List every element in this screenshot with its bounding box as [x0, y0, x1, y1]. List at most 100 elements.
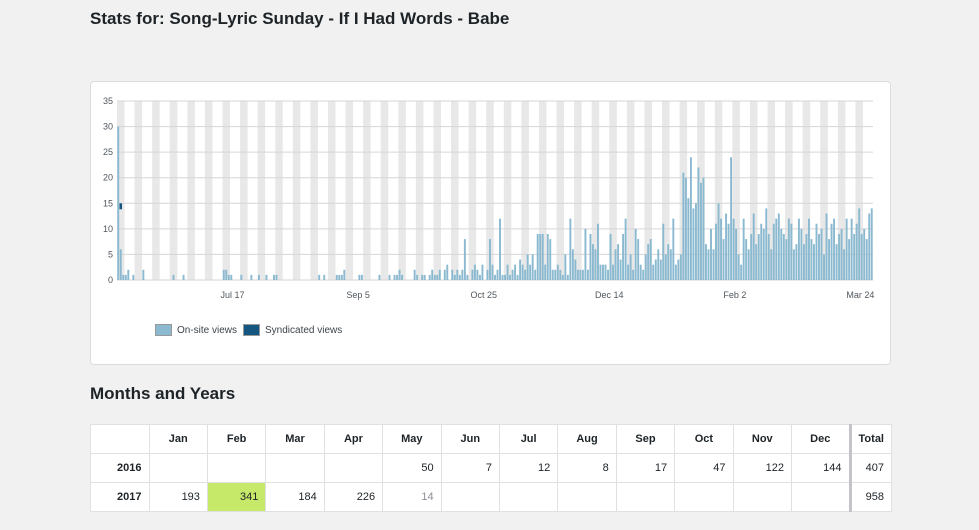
bar — [566, 274, 569, 280]
bar — [707, 249, 710, 280]
bar — [240, 274, 243, 280]
bar — [818, 233, 820, 280]
bar — [340, 274, 343, 280]
bar — [491, 264, 494, 280]
bar — [602, 264, 604, 280]
bar — [393, 274, 396, 280]
bar — [335, 274, 338, 280]
chart-stripe — [538, 101, 547, 280]
bar — [664, 254, 667, 280]
bar — [659, 259, 662, 280]
bar — [684, 177, 687, 280]
month-header: May — [382, 424, 442, 454]
bar — [795, 244, 798, 280]
bar — [725, 213, 728, 280]
x-tick-label: Oct 25 — [470, 290, 497, 300]
month-value-cell: 7 — [440, 453, 500, 483]
month-value-cell: 184 — [265, 482, 325, 512]
bar — [428, 274, 431, 280]
bar — [559, 269, 562, 280]
bar — [574, 259, 577, 280]
bar — [556, 264, 559, 280]
bar — [770, 249, 773, 280]
bar — [478, 274, 481, 280]
bar — [732, 218, 735, 280]
month-header: Feb — [206, 424, 267, 454]
bar — [504, 274, 507, 280]
bar — [737, 254, 740, 280]
best-month-cell: 341 — [206, 482, 267, 512]
bar — [750, 233, 753, 280]
month-header: Mar — [265, 424, 325, 454]
y-tick-label: 15 — [103, 198, 113, 208]
x-tick-label: Mar 24 — [846, 290, 874, 300]
month-value-cell — [732, 482, 792, 512]
bar — [549, 239, 552, 280]
bar — [612, 264, 615, 280]
bar — [802, 244, 805, 280]
bar — [227, 274, 230, 280]
bar — [489, 239, 491, 280]
bar — [569, 218, 572, 280]
legend-item-syndicated[interactable]: Syndicated views — [243, 324, 342, 336]
chart-stripe — [855, 101, 863, 280]
chart-stripe — [802, 101, 811, 280]
month-header: Nov — [732, 424, 792, 454]
bar — [431, 269, 434, 280]
bar — [639, 264, 642, 280]
bar — [858, 208, 861, 280]
bar — [810, 239, 813, 280]
bar — [662, 223, 665, 280]
month-header: Jan — [148, 424, 208, 454]
chart-stripe — [451, 101, 459, 280]
bar — [463, 239, 466, 280]
bar — [594, 249, 597, 280]
month-header: Dec — [790, 424, 851, 454]
month-value-cell: 8 — [557, 453, 617, 483]
y-tick-label: 30 — [103, 122, 113, 132]
bar — [514, 264, 517, 280]
bar — [119, 249, 122, 280]
chart-legend: On-site views Syndicated views — [155, 324, 348, 336]
month-header: Jun — [440, 424, 500, 454]
bar — [825, 213, 828, 280]
bar — [257, 274, 260, 280]
bar — [692, 208, 695, 280]
month-header: Sep — [615, 424, 676, 454]
bar — [679, 254, 682, 280]
bar — [541, 233, 544, 280]
legend-item-onsite[interactable]: On-site views — [155, 324, 237, 336]
bar — [787, 218, 790, 280]
bar — [343, 269, 346, 280]
month-value-cell — [674, 482, 734, 512]
bar — [820, 228, 823, 280]
bar — [521, 264, 524, 280]
bar — [564, 254, 567, 280]
bar — [775, 218, 778, 280]
bar — [792, 249, 795, 280]
bar — [273, 274, 275, 280]
bar — [790, 223, 793, 280]
bar — [747, 249, 750, 280]
chart-stripe — [609, 101, 617, 280]
bar — [652, 264, 655, 280]
bar — [416, 274, 419, 280]
corner-cell — [90, 424, 150, 454]
chart-stripe — [222, 101, 231, 280]
views-bar-chart[interactable]: 0 5 10 15 20 25 30 35 Jul 17 Sep 5 Oct 25 Dec 14 Feb… — [91, 82, 892, 322]
bar — [526, 254, 529, 280]
month-value-cell — [148, 453, 208, 483]
chart-stripe — [398, 101, 406, 280]
bar — [539, 233, 542, 280]
chart-stripe — [521, 101, 529, 280]
bar — [765, 208, 768, 280]
x-tick-label: Jul 17 — [221, 290, 245, 300]
chart-stripe — [626, 101, 635, 280]
bar — [752, 213, 755, 280]
bar — [544, 264, 547, 280]
bar — [870, 208, 873, 280]
bar — [702, 177, 705, 280]
chart-stripe — [574, 101, 582, 280]
bar — [705, 244, 707, 280]
bar — [687, 198, 690, 280]
